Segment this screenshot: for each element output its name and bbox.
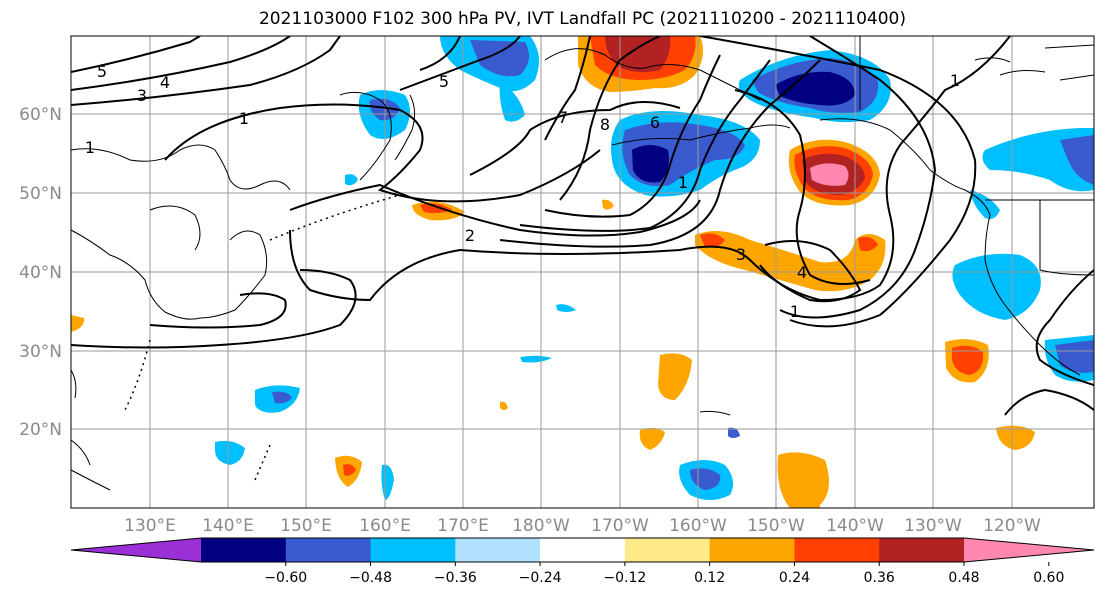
lon-label: 160°E	[359, 516, 411, 536]
contour-label: 1	[678, 173, 688, 192]
contour-label: 1	[85, 138, 95, 157]
contour-label: 3	[736, 245, 746, 264]
longitude-axis: 130°E 140°E 150°E 160°E 170°E 180°W 170°…	[124, 516, 1041, 536]
colorbar-segment	[709, 538, 795, 562]
colorbar-segment	[794, 538, 880, 562]
contour-label: 4	[160, 73, 170, 92]
lon-label: 170°W	[591, 516, 649, 536]
contour-label: 1	[790, 302, 800, 321]
contour-label: 6	[650, 113, 660, 132]
colorbar-segment	[201, 538, 287, 562]
colorbar-segment	[879, 538, 965, 562]
colorbar-tick-labels: −0.60 −0.48 −0.36 −0.24 −0.12 0.12 0.24 0.36 0.4…	[264, 570, 1064, 586]
colorbar-segment	[370, 538, 456, 562]
latitude-axis: 60°N 50°N 40°N 30°N 20°N	[19, 105, 62, 440]
colorbar-outline	[70, 537, 1095, 563]
lon-label: 140°W	[826, 516, 884, 536]
contour-label: 4	[797, 263, 807, 282]
colorbar-tick-label: 0.60	[1033, 570, 1064, 586]
colorbar-extend-min	[71, 538, 201, 562]
contour-label: 3	[137, 86, 147, 105]
colorbar-tick-label: 0.48	[948, 570, 979, 586]
lon-label: 150°E	[280, 516, 332, 536]
contour-label: 1	[950, 71, 960, 90]
colorbar-tick-label: −0.12	[603, 570, 646, 586]
colorbar-segment	[540, 538, 626, 562]
lon-label: 130°W	[904, 516, 962, 536]
colorbar-tick-label: −0.60	[264, 570, 307, 586]
colorbar-tick-label: −0.36	[434, 570, 477, 586]
colorbar-tick-label: −0.24	[519, 570, 562, 586]
coastlines	[71, 36, 1094, 491]
contour-label: 2	[465, 226, 475, 245]
lon-label: 120°W	[983, 516, 1041, 536]
map-title: 2021103000 F102 300 hPa PV, IVT Landfall…	[258, 9, 906, 29]
lon-label: 160°W	[669, 516, 727, 536]
contour-labels: 5 4 3 1 1 5 7 8 6 2 3 4 1 1 1	[85, 62, 960, 321]
lat-label: 60°N	[19, 105, 62, 125]
pv-contours	[71, 36, 1094, 416]
colorbar-extend-max	[964, 538, 1094, 562]
map-plot-area: 5 4 3 1 1 5 7 8 6 2 3 4 1 1 1	[71, 36, 1094, 508]
colorbar-segment	[455, 538, 541, 562]
colorbar-segment	[624, 538, 711, 562]
contour-label: 1	[239, 109, 249, 128]
lat-label: 50°N	[19, 184, 62, 204]
island-dots	[124, 194, 401, 481]
lat-label: 20°N	[19, 420, 62, 440]
contour-label: 5	[97, 62, 107, 81]
colorbar-segment	[285, 538, 372, 562]
lon-label: 130°E	[124, 516, 176, 536]
colorbar-tick-label: 0.12	[694, 570, 725, 586]
contour-label: 5	[439, 72, 449, 91]
colorbar-tick-label: −0.48	[349, 570, 392, 586]
contour-label: 8	[600, 115, 610, 134]
lon-label: 140°E	[202, 516, 254, 536]
colorbar	[70, 537, 1095, 566]
lat-label: 40°N	[19, 263, 62, 283]
contour-label: 7	[558, 108, 568, 127]
colorbar-tick-label: 0.36	[864, 570, 895, 586]
gridlines	[71, 36, 1094, 508]
colorbar-tick-label: 0.24	[779, 570, 810, 586]
lon-label: 170°E	[437, 516, 489, 536]
lat-label: 30°N	[19, 342, 62, 362]
lon-label: 150°W	[747, 516, 805, 536]
lon-label: 180°W	[512, 516, 570, 536]
plot-frame	[70, 35, 1095, 509]
